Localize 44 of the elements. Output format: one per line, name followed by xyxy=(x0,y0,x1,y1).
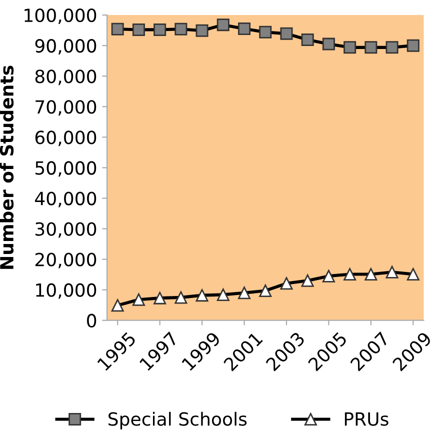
point xyxy=(154,23,166,36)
point xyxy=(216,288,230,301)
point xyxy=(386,41,398,54)
point xyxy=(259,284,272,297)
point xyxy=(111,22,124,36)
y-tick-label: 70,000 xyxy=(36,100,96,116)
y-tick-label: 30,000 xyxy=(36,222,96,238)
point xyxy=(344,41,356,54)
y-tick-label: 60,000 xyxy=(35,130,96,146)
point xyxy=(364,268,378,280)
point xyxy=(406,39,420,52)
y-axis-title: Number of Students xyxy=(0,66,14,269)
point xyxy=(386,266,398,278)
y-tick-label: 80,000 xyxy=(35,70,96,86)
point xyxy=(322,38,335,50)
point xyxy=(238,22,251,36)
y-tick-label: 90,000 xyxy=(35,39,96,55)
point xyxy=(301,34,314,46)
point xyxy=(111,299,124,312)
point xyxy=(344,268,356,280)
point xyxy=(154,292,166,304)
point xyxy=(301,274,314,287)
point xyxy=(280,27,293,40)
point xyxy=(280,277,293,290)
y-tick-label: 20,000 xyxy=(35,252,96,268)
point xyxy=(132,293,145,306)
point xyxy=(174,291,188,304)
point xyxy=(216,18,230,32)
point xyxy=(238,286,251,300)
y-tick-label: 0 xyxy=(87,314,96,328)
point xyxy=(196,289,208,302)
legend-label: PRUs xyxy=(344,412,388,426)
y-tick-label: 10,000 xyxy=(36,283,96,299)
legend-label: Special Schools xyxy=(108,412,247,430)
y-tick-label: 100,000 xyxy=(24,8,96,24)
point xyxy=(406,268,420,280)
point xyxy=(259,26,272,38)
y-tick-label: 40,000 xyxy=(35,192,96,208)
point xyxy=(174,22,188,36)
point xyxy=(322,270,335,282)
point xyxy=(132,23,145,36)
y-tick-label: 50,000 xyxy=(36,161,96,177)
point xyxy=(364,41,378,54)
point xyxy=(196,24,208,37)
